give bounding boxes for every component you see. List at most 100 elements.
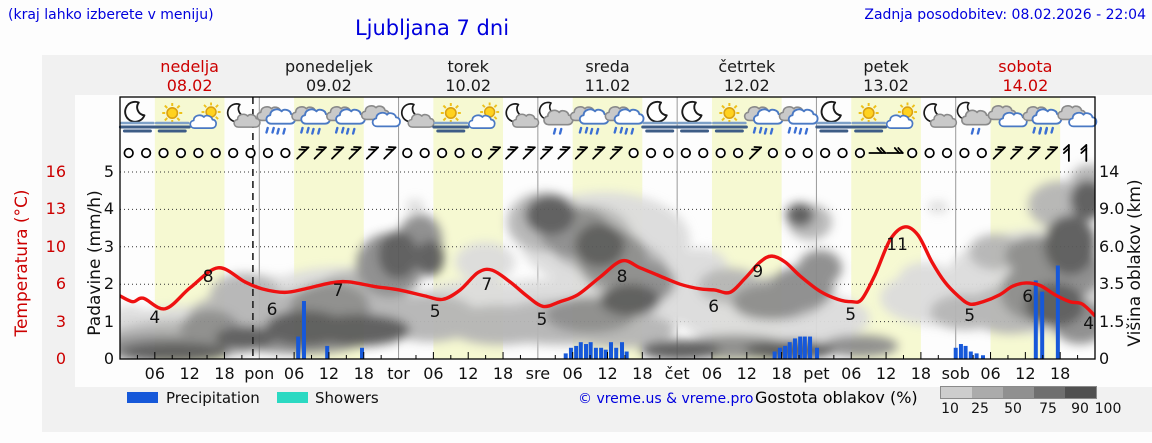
wind-barb-icon: [379, 142, 397, 160]
wind-barb-icon: [519, 142, 536, 160]
day-date: 13.02: [863, 76, 909, 95]
time-axis-label: 12: [597, 364, 618, 383]
precipitation-swatch: [127, 392, 158, 403]
precipitation-tick-label: 4: [103, 199, 114, 219]
cloud-blob: [640, 340, 720, 359]
temperature-value-label: 5: [964, 306, 976, 326]
calm-wind-icon: [680, 147, 691, 159]
density-scale-segment: [1065, 387, 1096, 398]
cloud-blob: [1070, 180, 1095, 220]
cloud-height-tick-label: 0: [1099, 349, 1110, 368]
precip-bar: [815, 347, 820, 359]
temperature-value-label: 4: [149, 308, 161, 328]
temperature-tick-label: 6: [55, 274, 66, 294]
precipitation-legend-label: Precipitation: [166, 389, 260, 407]
cloud-blob: [786, 203, 814, 227]
precipitation-tick-label: 0: [103, 349, 114, 368]
wind-barb-icon: [501, 142, 519, 160]
density-tick-label: 100: [1094, 401, 1122, 417]
cloud-icon: [362, 106, 400, 127]
temperature-value-label: 6: [708, 297, 720, 317]
temperature-value-label: 8: [202, 267, 214, 287]
temperature-value-label: 8: [616, 267, 628, 287]
temperature-tick-label: 10: [45, 236, 66, 256]
calm-wind-icon: [715, 147, 726, 159]
moon-cloud-icon: [228, 104, 260, 127]
cloud-density-legend-title: Gostota oblakov (%): [755, 388, 918, 407]
precip-bar: [325, 345, 330, 359]
temperature-tick-label: 3: [55, 311, 66, 331]
moon-cloud-icon: [402, 104, 434, 127]
day-header: torek 10.02: [445, 57, 491, 95]
moon-fog-icon: [678, 102, 712, 131]
calm-wind-icon: [732, 147, 744, 159]
time-axis-label: 12: [318, 364, 340, 383]
density-tick-label: 10: [941, 401, 959, 417]
calm-wind-icon: [140, 147, 152, 159]
cloud-blob: [455, 242, 515, 282]
calm-wind-icon: [436, 147, 448, 159]
precip-bar: [593, 347, 598, 359]
calm-wind-icon: [158, 147, 169, 159]
time-axis-label: 18: [632, 364, 653, 383]
calm-wind-icon: [628, 147, 639, 159]
density-scale-segment: [1034, 387, 1065, 398]
calm-wind-icon: [262, 147, 274, 159]
temperature-value-label: 7: [332, 281, 344, 301]
temperature-value-label: 6: [266, 300, 278, 320]
day-name: torek: [447, 57, 489, 76]
time-axis-label: 06: [144, 364, 165, 383]
calm-wind-icon: [280, 147, 291, 159]
precip-bar: [980, 355, 985, 359]
calm-wind-icon: [419, 147, 430, 159]
calm-wind-icon: [767, 147, 779, 159]
temperature-value-label: 9: [752, 262, 764, 282]
precip-bar: [578, 342, 583, 359]
precip-bar: [1033, 280, 1038, 359]
moon-fog-icon: [120, 102, 154, 131]
time-axis-label: 06: [283, 364, 305, 383]
calm-wind-icon: [941, 147, 953, 159]
moon-cloud-icon: [506, 104, 538, 127]
precipitation-tick-label: 2: [103, 274, 114, 294]
calm-wind-icon: [976, 147, 987, 159]
cloud-blob: [798, 250, 842, 286]
cloud-blob: [210, 273, 280, 317]
credit-link[interactable]: © vreme.us & vreme.pro: [578, 391, 754, 407]
day-name: nedelja: [160, 57, 219, 76]
time-axis-label: 12: [875, 364, 897, 383]
day-header-strip: [42, 55, 1152, 95]
day-header: četrtek 12.02: [718, 57, 775, 95]
showers-legend-label: Showers: [315, 389, 379, 407]
calm-wind-icon: [645, 147, 657, 159]
precip-bar: [563, 353, 568, 359]
time-axis-label: pet: [803, 364, 830, 383]
wind-barb-icon: [536, 142, 554, 160]
cloud-blob: [120, 342, 230, 359]
precip-bar: [963, 345, 968, 359]
temperature-tick-label: 16: [45, 162, 66, 181]
time-axis-label: 12: [1015, 364, 1036, 383]
day-date: 10.02: [445, 76, 492, 95]
time-axis-label: 12: [179, 364, 200, 383]
precip-bar: [1040, 291, 1045, 359]
day-name: sreda: [585, 57, 630, 76]
cloud-height-tick-label: 3.5: [1099, 274, 1125, 294]
precip-bar: [792, 338, 797, 359]
plot-clip-group: [120, 164, 1095, 359]
time-axis-label: 18: [1049, 364, 1071, 383]
time-axis-label: 18: [910, 364, 932, 383]
time-axis-label: 12: [736, 364, 757, 383]
density-tick-label: 25: [971, 401, 989, 417]
day-name: ponedeljek: [284, 57, 373, 76]
calm-wind-icon: [210, 147, 221, 159]
temperature-value-label: 7: [481, 275, 493, 295]
time-axis-label: 18: [771, 364, 792, 383]
day-header: sreda 11.02: [585, 57, 631, 95]
calm-wind-icon: [228, 147, 239, 159]
plot-frame: [119, 96, 1096, 360]
calm-wind-icon: [402, 147, 413, 159]
moon-fog-icon: [643, 102, 677, 131]
wind-barb-icon: [362, 142, 380, 160]
